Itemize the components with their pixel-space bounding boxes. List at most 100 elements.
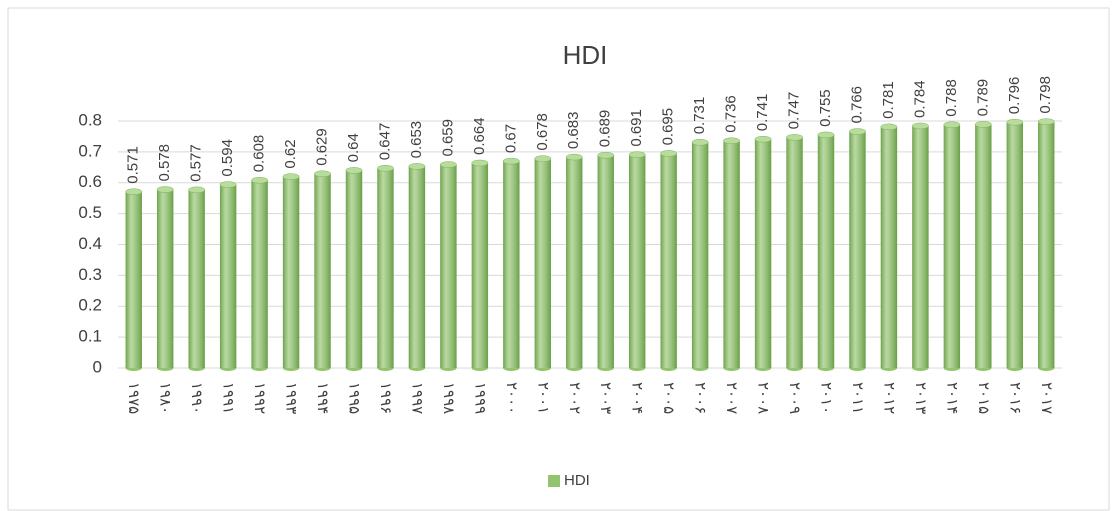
bar-cap [377, 164, 394, 172]
bar-shade [440, 164, 457, 368]
data-label: 0.678 [534, 113, 551, 151]
data-label: 0.689 [597, 110, 614, 148]
data-label: 0.766 [848, 86, 865, 124]
bar-shade [691, 142, 709, 368]
y-tick-label: 0.2 [78, 296, 102, 315]
data-label: 0.781 [880, 81, 897, 119]
y-tick-label: 0.6 [78, 172, 102, 191]
data-label: 0.608 [251, 135, 268, 173]
data-label: 0.691 [628, 109, 645, 147]
data-label: 0.695 [660, 108, 677, 146]
bar-cap [345, 167, 363, 174]
bar-shade [314, 173, 331, 368]
bar-cap [534, 155, 552, 162]
x-tick-label: ۲۰۰۴ [629, 382, 647, 414]
x-tick-label: ۲۰۰۷ [723, 382, 741, 414]
data-label: 0.653 [408, 121, 425, 159]
x-tick-label: ۱۹۹۱ [220, 382, 238, 414]
bar-shade [377, 168, 394, 368]
x-tick-label: ۱۹۹۴ [314, 382, 332, 414]
y-tick-label: 0.4 [78, 234, 102, 253]
bar-cap [314, 170, 331, 178]
bar-cap [691, 139, 709, 146]
x-tick-label: ۱۹۹۲ [251, 382, 269, 414]
bar-cap [1037, 118, 1055, 125]
data-label: 0.578 [156, 144, 173, 182]
bar-shade [1038, 121, 1055, 369]
bar-shade [754, 139, 772, 368]
x-tick-label: ۲۰۱۱ [849, 382, 867, 414]
x-tick-label: ۱۹۹۵ [346, 382, 364, 414]
bar-cap [786, 134, 803, 141]
bar-cap [817, 131, 835, 139]
data-label: 0.594 [219, 139, 236, 177]
x-tick-label: ۱۹۹۳ [283, 382, 301, 414]
bar-shade [125, 191, 142, 368]
bar-shade [817, 134, 835, 368]
bar-shade [282, 176, 300, 368]
chart-title: HDI [563, 40, 608, 70]
bar-cap [849, 128, 866, 135]
x-tick-label: ۲۰۱۰ [818, 382, 836, 414]
bar-shade [943, 124, 961, 368]
x-tick-label: ۲۰۱۵ [975, 382, 993, 414]
y-tick-label: 0.5 [78, 203, 102, 222]
bar-shade [723, 140, 740, 368]
data-label: 0.64 [345, 133, 362, 162]
legend-swatch [548, 475, 560, 487]
data-label: 0.577 [188, 144, 205, 182]
data-label: 0.629 [314, 128, 331, 166]
x-tick-label: ۲۰۰۶ [692, 382, 710, 414]
x-tick-label: ۲۰۱۴ [943, 382, 961, 414]
data-label: 0.683 [565, 112, 582, 150]
bar-shade [629, 154, 646, 368]
bar-shade [251, 180, 268, 368]
bar-shade [597, 155, 614, 368]
bar-shade [471, 162, 489, 368]
y-tick-label: 0.1 [78, 327, 102, 346]
data-label: 0.67 [502, 124, 519, 153]
bar-shade [1006, 122, 1023, 368]
bar-shade [219, 184, 237, 368]
bar-cap [880, 123, 898, 131]
bar-shade [880, 126, 898, 369]
y-tick-label: 0 [93, 357, 102, 376]
x-tick-label: ۲۰۱۳ [912, 382, 930, 414]
data-label: 0.747 [786, 92, 803, 130]
x-tick-label: ۱۹۹۰ [188, 382, 206, 414]
bar-cap [1006, 118, 1024, 126]
data-label: 0.796 [1006, 77, 1023, 115]
bar-cap [156, 186, 174, 193]
bar-cap [282, 173, 300, 180]
bar-cap [408, 163, 426, 170]
bar-shade [786, 137, 803, 368]
x-tick-label: ۲۰۰۸ [755, 382, 773, 414]
bar-cap [911, 122, 929, 130]
x-tick-label: ۲۰۰۳ [597, 382, 615, 414]
data-label: 0.571 [125, 146, 142, 184]
bar-shade [503, 161, 520, 368]
bar-cap [565, 153, 583, 161]
bar-cap [219, 181, 237, 188]
bar-shade [345, 170, 363, 368]
bar-shade [912, 125, 929, 368]
bar-cap [943, 121, 961, 128]
x-tick-label: ۲۰۱۶ [1006, 382, 1024, 414]
bar-shade [849, 131, 866, 368]
bar-cap [974, 121, 992, 128]
x-tick-label: ۲۰۱۲ [880, 382, 898, 414]
bar-cap [628, 151, 646, 158]
bar-cap [597, 152, 615, 159]
data-label: 0.755 [817, 89, 834, 127]
bar-shade [975, 124, 992, 369]
bar-cap [723, 137, 741, 145]
bar-cap [188, 186, 206, 194]
x-tick-label: ۱۹۹۹ [471, 382, 489, 414]
data-label: 0.659 [439, 119, 456, 157]
x-tick-label: ۱۹۹۷ [408, 382, 426, 414]
bar-shade [566, 157, 583, 368]
y-tick-label: 0.8 [78, 110, 102, 129]
x-tick-label: ۲۰۰۲ [566, 382, 584, 414]
data-label: 0.731 [691, 97, 708, 135]
